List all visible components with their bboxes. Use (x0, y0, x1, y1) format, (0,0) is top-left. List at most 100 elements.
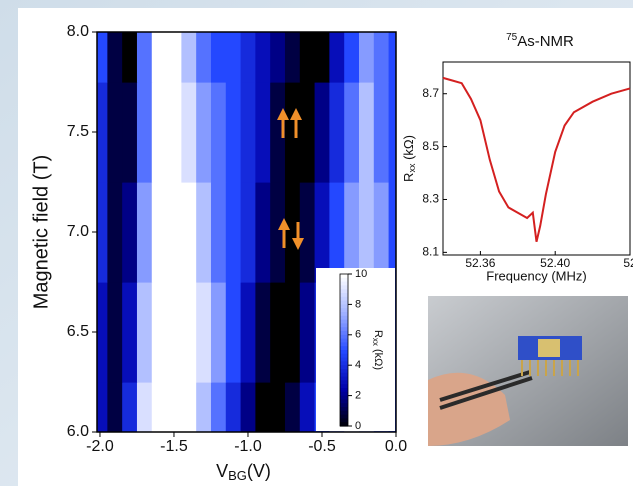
colorbar-step (340, 350, 348, 355)
colorbar-step (340, 304, 348, 309)
colorbar-step (340, 338, 348, 343)
x-axis-label-part: (V) (247, 461, 271, 481)
colorbar-step (340, 285, 348, 290)
heatmap-cell (136, 282, 153, 383)
heatmap-cell (329, 82, 345, 183)
colorbar-step (340, 353, 348, 359)
heatmap-cell (284, 182, 301, 283)
colorbar-tick-label: 10 (355, 268, 367, 280)
heatmap-cell (314, 32, 330, 83)
heatmap-cell (255, 82, 271, 183)
heatmap-cell (344, 32, 360, 83)
heatmap-cell (240, 282, 256, 383)
heatmap-cell (240, 182, 256, 283)
colorbar-tick-label: 6 (355, 329, 361, 341)
colorbar-step (340, 407, 348, 412)
heatmap-cell (136, 182, 153, 283)
colorbar-step (340, 357, 348, 362)
heatmap-cell (344, 182, 360, 283)
x-tick-label: 0.0 (385, 438, 407, 455)
heatmap-cell (358, 182, 375, 283)
heatmap-cell (284, 382, 301, 432)
x-tick-label: -1.5 (160, 438, 188, 455)
heatmap-cell (196, 32, 212, 83)
heatmap-cell (196, 282, 212, 383)
heatmap-cell (225, 82, 242, 183)
colorbar-step (340, 289, 348, 294)
heatmap-cell (299, 382, 316, 432)
heatmap-cell (284, 32, 301, 83)
heatmap-cell (299, 182, 316, 283)
colorbar-label-part: (kΩ) (372, 346, 384, 370)
heatmap-cell (166, 182, 182, 283)
spin-arrows (277, 108, 304, 250)
heatmap-cell (329, 32, 345, 83)
heatmap-cell (122, 282, 138, 383)
heatmap-cell (388, 182, 396, 283)
colorbar-step (340, 315, 348, 321)
heatmap-cell (210, 82, 227, 183)
colorbar-step (340, 300, 348, 305)
heatmap-cell (270, 282, 286, 383)
colorbar-step (340, 422, 348, 427)
y-tick-label: 7.0 (67, 223, 89, 240)
colorbar-tick-label: 8 (355, 298, 361, 310)
y-axis-label-part: (kΩ) (401, 135, 416, 164)
photo-tweezers (439, 370, 533, 410)
x-tick-label: 52 (623, 256, 633, 270)
heatmap-cell (107, 82, 123, 183)
heatmap-cell (225, 32, 242, 83)
heatmap-cell (299, 32, 316, 83)
heatmap-cell (122, 182, 138, 283)
heatmap-cell (225, 182, 242, 283)
photo-chip-center (538, 339, 560, 357)
heatmap-cell (270, 32, 286, 83)
heatmap-cell (284, 82, 301, 183)
y-tick-label: 8.5 (422, 139, 439, 153)
colorbar-step (340, 403, 348, 408)
chart-title-part: As-NMR (517, 33, 574, 50)
heatmap-cell (136, 32, 153, 83)
colorbar-step (340, 327, 348, 332)
colorbar-step (340, 334, 348, 340)
colorbar-tick-label: 2 (355, 390, 361, 402)
heatmap-cell (196, 82, 212, 183)
y-axis-label-part: R (401, 173, 416, 182)
heatmap-cell (151, 182, 168, 283)
heatmap-cell (255, 282, 271, 383)
colorbar-frame (339, 273, 349, 427)
heatmap-cell (210, 32, 227, 83)
heatmap-cell (373, 182, 390, 283)
y-tick-label: 8.1 (422, 245, 439, 259)
heatmap-cell (151, 382, 168, 432)
colorbar-step (340, 418, 348, 423)
x-tick-label: -2.0 (86, 438, 114, 455)
y-tick-label: 8.0 (67, 23, 89, 40)
x-axis-label-part: V (216, 461, 228, 481)
chart-title: 75As-NMR (506, 32, 574, 50)
heatmap-cell (255, 382, 271, 432)
heatmap-cell (196, 182, 212, 283)
heatmap-cell (97, 82, 108, 183)
y-tick-label: 6.5 (67, 323, 89, 340)
colorbar-step (340, 391, 348, 397)
colorbar-tick-label: 4 (355, 359, 361, 371)
heatmap-cell (166, 82, 182, 183)
photo (428, 296, 628, 446)
heatmap-cell (358, 82, 375, 183)
heatmap-cell (388, 32, 396, 83)
heatmap-cell (107, 32, 123, 83)
heatmap-cell (284, 282, 301, 383)
x-tick-label: -0.5 (308, 438, 336, 455)
heatmap-cell (314, 82, 330, 183)
colorbar-step (340, 308, 348, 313)
plot-frame (442, 61, 631, 256)
x-tick-label: 52.36 (465, 256, 495, 270)
colorbar-step (340, 312, 348, 317)
heatmap-cell (181, 82, 197, 183)
heatmap-cell (181, 182, 197, 283)
heatmap-cell (240, 382, 256, 432)
colorbar-step (340, 380, 348, 385)
colorbar-step (340, 346, 348, 351)
